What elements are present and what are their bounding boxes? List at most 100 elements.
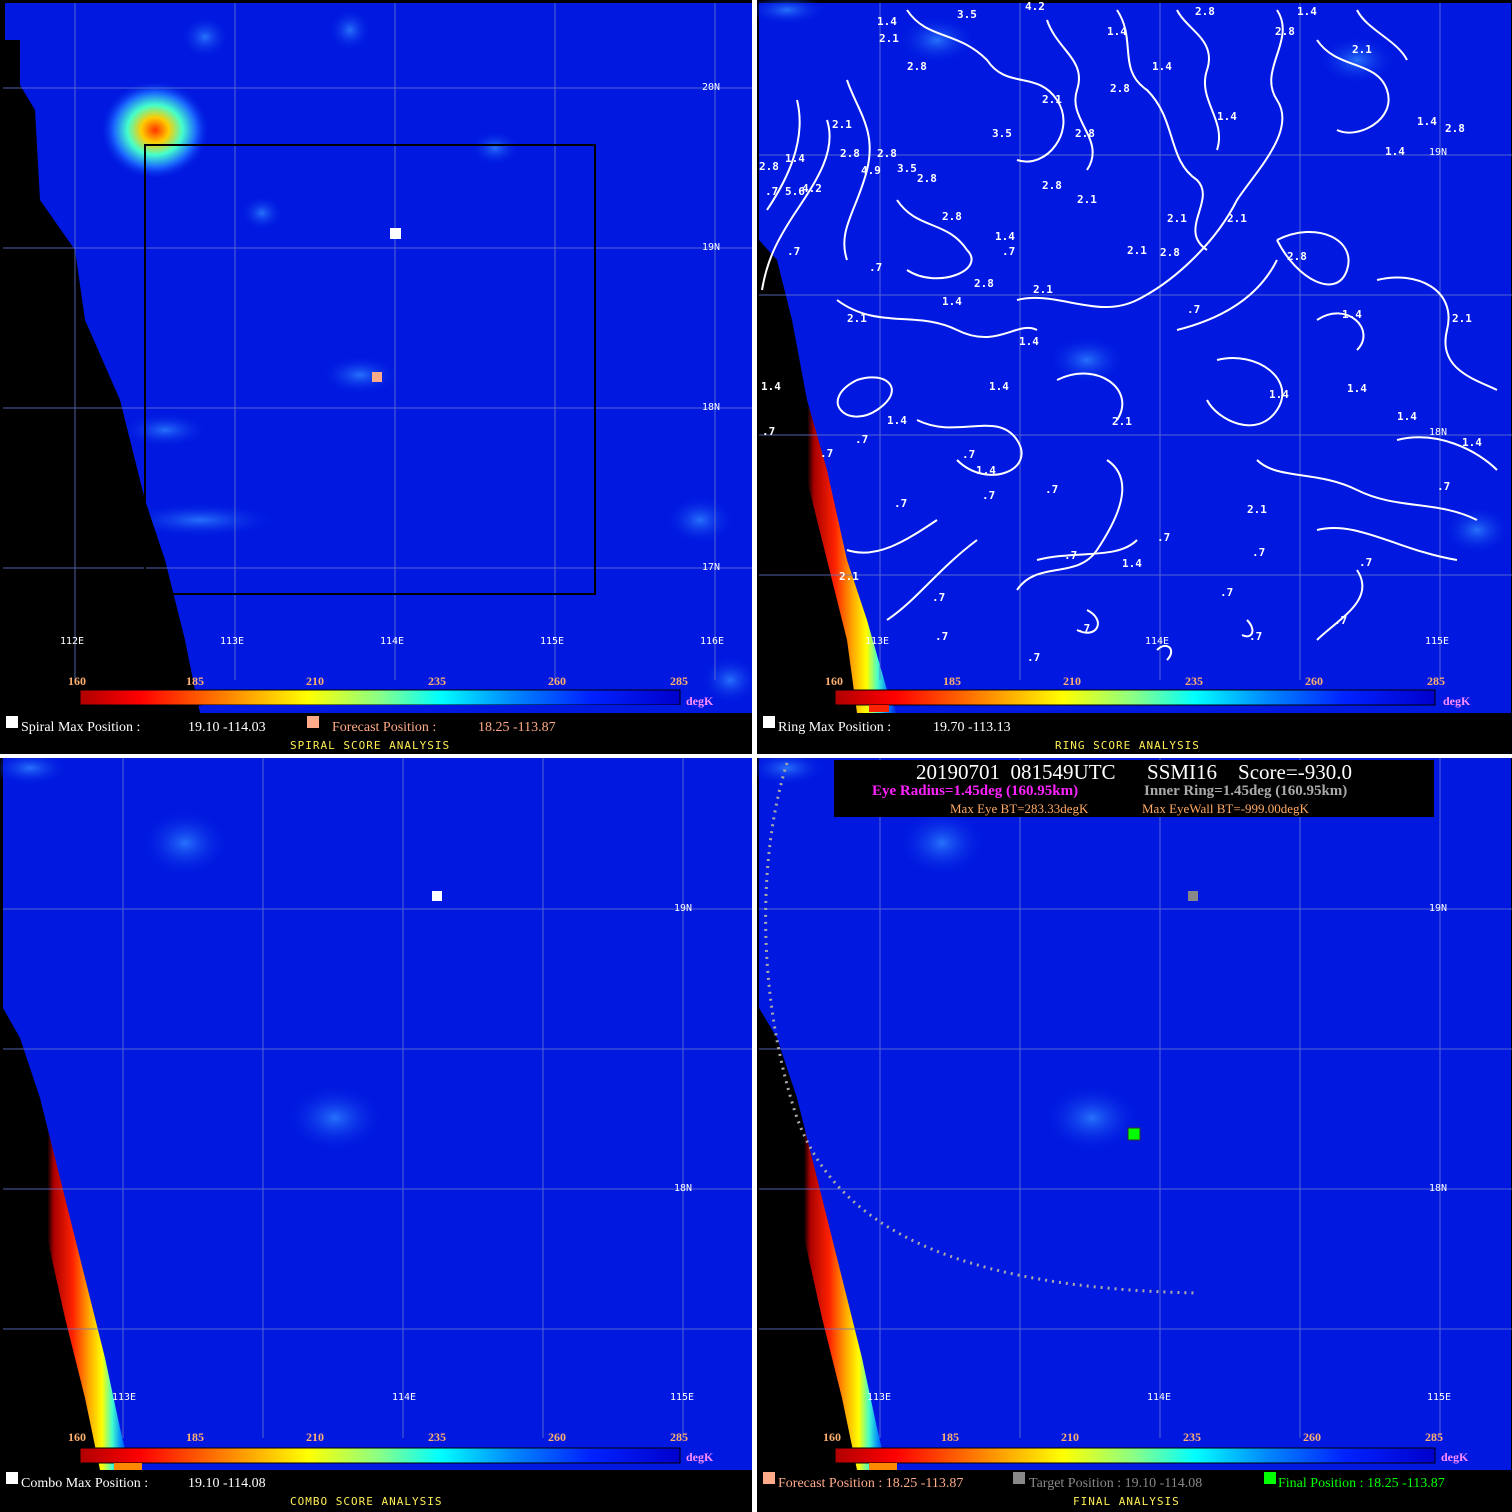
contour-label: .7: [1220, 586, 1233, 599]
colorbar-tick: 185: [941, 1430, 959, 1444]
panel-title: COMBO SCORE ANALYSIS: [290, 1495, 443, 1508]
colorbar-unit: degK: [686, 694, 714, 708]
lat-label: 19N: [702, 242, 721, 253]
lon-label: 114E: [1145, 636, 1170, 647]
contour-label: 1.4: [989, 380, 1009, 393]
contour-label: .7: [894, 497, 907, 510]
contour-label: 3.5: [992, 127, 1012, 140]
contour-label: 1.4: [1462, 436, 1482, 449]
contour-label: 2.8: [1110, 82, 1130, 95]
combo-score-panel: 19N 18N 113E 114E 115E 160 185 210 235 2…: [0, 758, 752, 1512]
colorbar-tick: 285: [670, 674, 688, 688]
contour-label: 2.8: [917, 172, 937, 185]
contour-label: .7: [855, 433, 868, 446]
contour-label: .7: [820, 447, 833, 460]
combo-max-label: Combo Max Position :: [21, 1476, 149, 1491]
colorbar-unit: degK: [1441, 1450, 1469, 1464]
contour-label: 1.4: [1152, 60, 1172, 73]
combo-map: [0, 758, 752, 1470]
max-eyewall-bt: Max EyeWall BT=-999.00degK: [1142, 801, 1309, 816]
eye-radius: Eye Radius=1.45deg (160.95km): [872, 783, 1079, 799]
search-box: [144, 144, 596, 595]
lon-label: 113E: [220, 636, 245, 647]
lat-label: 18N: [674, 1183, 693, 1194]
combo-max-value: 19.10 -114.08: [188, 1476, 266, 1491]
lon-label: 113E: [867, 1392, 892, 1403]
contour-label: 1.4: [1217, 110, 1237, 123]
contour-label: 4.2: [1025, 0, 1045, 13]
contour-label: 3.5: [897, 162, 917, 175]
spiral-max-label: Spiral Max Position :: [21, 720, 141, 735]
contour-label: .7: [762, 425, 775, 438]
panel-title: RING SCORE ANALYSIS: [1055, 739, 1200, 752]
contour-label: 2.1: [832, 118, 852, 131]
contour-label: 2.1: [1077, 193, 1097, 206]
colorbar-tick: 210: [1061, 1430, 1079, 1444]
contour-label: 1.4: [1417, 115, 1437, 128]
lat-label: 19N: [674, 903, 693, 914]
contour-label: 1.4: [761, 380, 781, 393]
contour-label: .7: [982, 489, 995, 502]
colorbar-tick: 210: [1063, 674, 1081, 688]
ring-max-value: 19.70 -113.13: [933, 720, 1011, 735]
contour-label: 4.2: [802, 182, 822, 195]
lat-label: 18N: [1429, 427, 1448, 438]
contour-label: .7: [1002, 245, 1015, 258]
lon-label: 115E: [540, 636, 565, 647]
contour-label: .7: [1064, 549, 1077, 562]
lon-label: 115E: [1425, 636, 1450, 647]
lat-label: 17N: [702, 562, 721, 573]
ring-map: 1.4 2.1 3.5 4.2 2.8 1.4 2.1 2.8 1.4 2.8 …: [757, 0, 1512, 713]
contour-label: 2.1: [1033, 283, 1053, 296]
contour-label: 2.1: [1112, 415, 1132, 428]
contour-label: 2.8: [1287, 250, 1307, 263]
contour-label: 2.1: [1352, 43, 1372, 56]
hot-spot: [100, 80, 210, 180]
colorbar-tick: 285: [1427, 674, 1445, 688]
contour-label: 1.4: [1269, 388, 1289, 401]
contour-label: .7: [1187, 303, 1200, 316]
colorbar-tick: 285: [670, 1430, 688, 1444]
colorbar-tick: 160: [823, 1430, 841, 1444]
colorbar-unit: degK: [1443, 694, 1471, 708]
contour-label: 2.1: [847, 312, 867, 325]
ring-contours: [761, 9, 1498, 661]
lon-label: 114E: [392, 1392, 417, 1403]
colorbar-tick: 235: [428, 674, 446, 688]
colorbar-tick: 185: [186, 674, 204, 688]
contour-label: 1.4: [995, 230, 1015, 243]
contour-label: 2.8: [942, 210, 962, 223]
final-map: [757, 758, 1512, 1470]
lon-label: 116E: [700, 636, 725, 647]
lon-label: 114E: [1147, 1392, 1172, 1403]
colorbar-tick: 260: [548, 674, 566, 688]
contour-label: 2.1: [1127, 244, 1147, 257]
colorbar-tick: 160: [68, 1430, 86, 1444]
contour-label: 2.8: [1195, 5, 1215, 18]
contour-label: .7: [935, 630, 948, 643]
contour-label: 2.8: [759, 160, 779, 173]
contour-label: 1.4: [1397, 410, 1417, 423]
contour-label: .7: [1045, 483, 1058, 496]
final-marker: [1127, 1127, 1141, 1141]
contour-label: 1.4: [1297, 5, 1317, 18]
forecast-position: Forecast Position : 18.25 -113.87: [778, 1476, 964, 1491]
contour-label: 1.4: [976, 464, 996, 477]
colorbar-unit: degK: [686, 1450, 714, 1464]
lat-label: 18N: [702, 402, 721, 413]
colorbar-tick: 235: [1183, 1430, 1201, 1444]
lat-label: 19N: [1429, 903, 1448, 914]
contour-label: 2.1: [1227, 212, 1247, 225]
contour-label: .7: [932, 591, 945, 604]
forecast-swatch: [307, 716, 319, 728]
contour-label: .7: [1252, 546, 1265, 559]
spiral-map: [3, 3, 752, 713]
forecast-swatch: [763, 1472, 775, 1484]
contour-label: 2.8: [907, 60, 927, 73]
contour-label: .7: [869, 261, 882, 274]
spiral-max-value: 19.10 -114.03: [188, 720, 266, 735]
eye-radius-arc: [764, 762, 1198, 1295]
colorbar-tick: 235: [428, 1430, 446, 1444]
contour-label: .7: [765, 185, 778, 198]
contour-label: .7: [787, 245, 800, 258]
